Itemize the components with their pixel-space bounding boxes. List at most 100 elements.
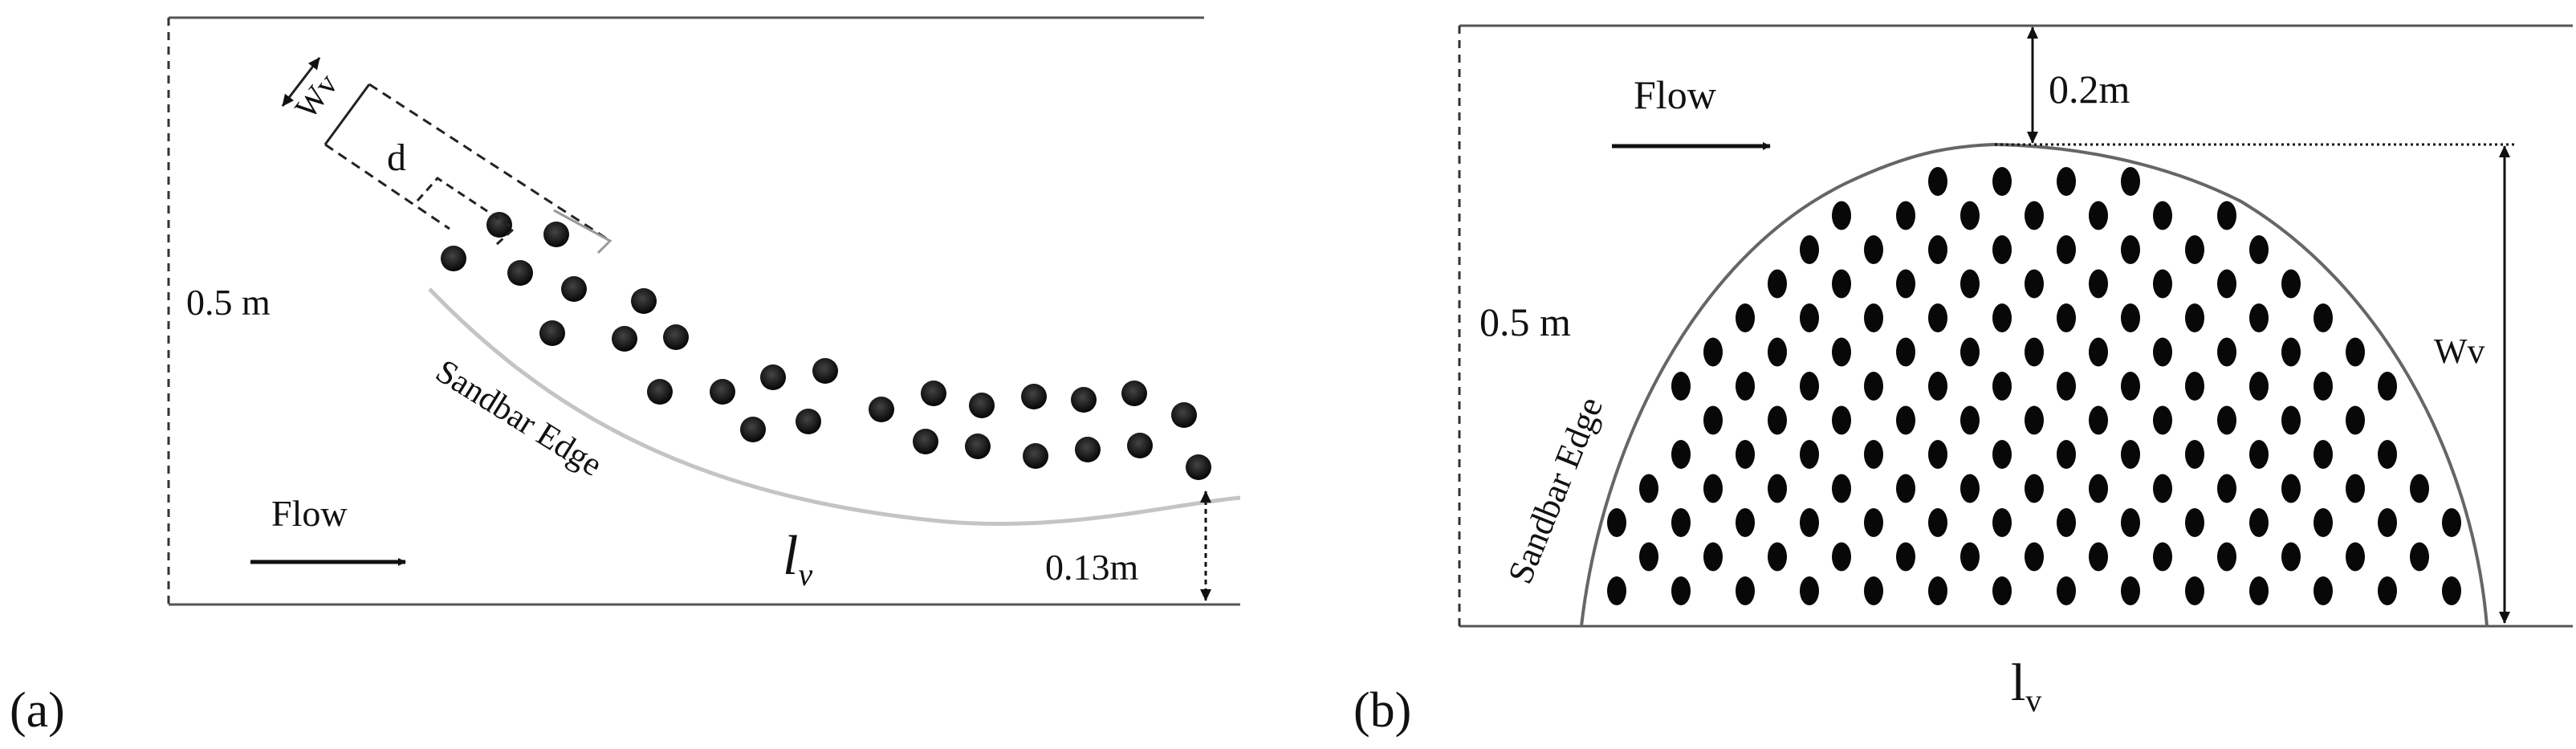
vegetation-stem xyxy=(1768,337,1787,367)
vegetation-stem xyxy=(2121,372,2140,401)
vegetation-stem xyxy=(2346,337,2365,367)
vegetation-stem xyxy=(2249,235,2269,264)
vegetation-stem xyxy=(2153,337,2172,367)
vegetation-stem xyxy=(2057,303,2076,332)
vegetation-stem xyxy=(2410,474,2429,503)
vegetation-stem xyxy=(1992,167,2012,196)
vegetation-stem xyxy=(1736,508,1755,537)
vegetation-stem xyxy=(2089,201,2108,230)
vegetation-stem xyxy=(2089,405,2108,435)
vegetation-stem xyxy=(2121,167,2140,196)
vegetation-stem xyxy=(2057,576,2076,605)
vegetation-stem xyxy=(2346,405,2365,435)
vegetation-stem xyxy=(1928,508,1947,537)
vegetation-stem xyxy=(2057,167,2076,196)
width-dimension-a xyxy=(281,57,611,242)
vegetation-stem xyxy=(631,288,657,314)
vegetation-stem xyxy=(2346,542,2365,572)
vegetation-stem xyxy=(2121,303,2140,332)
vegetation-stem xyxy=(2153,405,2172,435)
vegetation-stem xyxy=(1127,433,1153,458)
panel-b: Flow 0.2m 0.5 m Sandbar Edge Wv lv (b) xyxy=(1353,24,2573,738)
vegetation-stem xyxy=(1800,576,1819,605)
vegetation-stem xyxy=(2314,372,2333,401)
vegetation-stem xyxy=(1703,405,1723,435)
vegetation-stem xyxy=(1992,303,2012,332)
vegetation-stem xyxy=(1832,542,1851,572)
vegetation-stem xyxy=(2281,474,2301,503)
vegetation-stem xyxy=(441,246,466,271)
vegetation-stem xyxy=(969,393,995,418)
vegetation-stem xyxy=(1864,508,1883,537)
vegetation-stem xyxy=(663,324,689,350)
edge-label-a: Sandbar Edge xyxy=(429,352,608,483)
vegetation-stem xyxy=(2281,337,2301,367)
vegetation-stem xyxy=(1071,387,1097,413)
vegetation-stem xyxy=(2185,235,2204,264)
vegetation-stem xyxy=(2089,337,2108,367)
vegetation-stem xyxy=(1768,542,1787,572)
vegetation-stem xyxy=(2281,405,2301,435)
width-label-a: Wv xyxy=(287,67,344,125)
vegetation-stem xyxy=(2185,440,2204,469)
length-label-b: lv xyxy=(2011,653,2041,718)
vegetation-stem xyxy=(1896,405,1915,435)
vegetation-stem xyxy=(1703,542,1723,572)
vegetation-stem xyxy=(1736,303,1755,332)
vegetation-stem xyxy=(2378,440,2397,469)
vegetation-stem xyxy=(1992,235,2012,264)
vegetation-stem xyxy=(2185,372,2204,401)
vegetation-stem xyxy=(1800,440,1819,469)
vegetation-stem xyxy=(2314,440,2333,469)
vegetation-stem xyxy=(486,212,512,238)
sandbar-edge-curve-a xyxy=(428,287,1241,527)
vegetation-stem xyxy=(647,379,673,405)
width-label-b: Wv xyxy=(2434,332,2485,371)
vegetation-stem xyxy=(1992,372,2012,401)
vegetation-stem xyxy=(1928,372,1947,401)
vegetation-stem xyxy=(2057,372,2076,401)
vegetation-stem xyxy=(1832,269,1851,299)
vegetation-stem xyxy=(1896,201,1915,230)
vegetation-stem xyxy=(2153,201,2172,230)
vegetation-stem xyxy=(1928,167,1947,196)
vegetation-stem xyxy=(1800,372,1819,401)
vegetation-stem xyxy=(812,358,838,384)
vegetation-stem xyxy=(2217,474,2236,503)
vegetation-stem xyxy=(1992,508,2012,537)
vegetation-stem xyxy=(1671,440,1691,469)
vegetation-stem xyxy=(2442,576,2461,605)
vegetation-stem xyxy=(1800,235,1819,264)
vegetation-stem xyxy=(2153,474,2172,503)
vegetation-stem xyxy=(1960,269,1980,299)
vegetation-stem xyxy=(2378,576,2397,605)
vegetation-stem xyxy=(543,222,569,247)
vegetation-stem xyxy=(2121,440,2140,469)
vegetation-stem xyxy=(1639,474,1658,503)
edge-label-b: Sandbar Edge xyxy=(1500,392,1610,589)
vegetation-stem xyxy=(2410,542,2429,572)
vegetation-stem xyxy=(2281,542,2301,572)
vegetation-stem xyxy=(1864,303,1883,332)
vegetation-stem xyxy=(1121,381,1147,406)
vegetation-stem xyxy=(2249,372,2269,401)
vegetation-stem xyxy=(2089,542,2108,572)
vegetation-stem xyxy=(2057,508,2076,537)
vegetation-stem xyxy=(2217,542,2236,572)
vegetation-stem xyxy=(2089,269,2108,299)
vegetation-stem xyxy=(2089,474,2108,503)
vegetation-stem xyxy=(2057,440,2076,469)
offset-label-a: 0.13m xyxy=(1045,547,1139,588)
vegetation-stem xyxy=(913,429,938,454)
vegetation-stem xyxy=(2025,337,2044,367)
spacing-label-a: d xyxy=(387,136,406,179)
vegetation-stem xyxy=(1896,474,1915,503)
vegetation-stem xyxy=(1075,437,1101,462)
spacing-dimension-a xyxy=(416,177,612,254)
depth-label-b: 0.5 m xyxy=(1479,299,1571,344)
vegetation-stem xyxy=(2217,201,2236,230)
vegetation-stem xyxy=(1960,542,1980,572)
gap-label-b: 0.2m xyxy=(2049,67,2130,112)
vegetation-stem xyxy=(869,397,894,422)
